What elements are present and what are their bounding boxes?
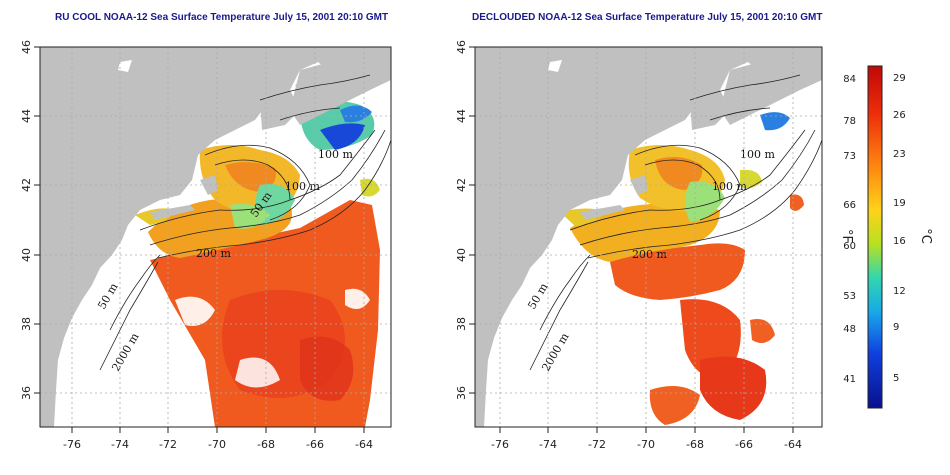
right-sst-warm-region — [610, 243, 745, 300]
right-y-tick-label: 40 — [455, 248, 468, 262]
colorbar-fahrenheit-tick: 73 — [843, 151, 856, 162]
colorbar-celsius-tick: 29 — [893, 73, 906, 84]
left-x-tick-label: -64 — [355, 438, 373, 451]
colorbar-celsius-tick: 12 — [893, 286, 906, 297]
colorbar-fahrenheit-tick: 48 — [843, 324, 856, 335]
right-contour-label: 100 m — [740, 148, 775, 161]
right-y-tick-label: 46 — [455, 40, 468, 54]
right-x-tick-label: -70 — [637, 438, 655, 451]
right-y-tick-label: 36 — [455, 386, 468, 400]
left-contour-label: 100 m — [318, 148, 353, 161]
colorbar-fahrenheit-tick: 66 — [843, 200, 856, 211]
left-x-tick-label: -76 — [63, 438, 81, 451]
colorbar: 84 78 73 66 60 53 48 41 29 26 23 19 16 1… — [839, 65, 933, 409]
left-x-tick-label: -66 — [306, 438, 324, 451]
colorbar-celsius-tick: 5 — [893, 373, 899, 384]
left-contour-label: 200 m — [196, 247, 231, 260]
colorbar-celsius-tick: 23 — [893, 149, 906, 160]
colorbar-fahrenheit-tick: 78 — [843, 116, 856, 127]
left-land-mass — [40, 47, 391, 427]
colorbar-fahrenheit-unit: °F — [839, 229, 854, 243]
right-x-tick-label: -72 — [588, 438, 606, 451]
right-x-tick-label: -66 — [735, 438, 753, 451]
colorbar-fahrenheit-tick: 41 — [843, 374, 856, 385]
right-map-title: DECLOUDED NOAA-12 Sea Surface Temperatur… — [472, 12, 823, 23]
colorbar-fahrenheit-tick: 60 — [843, 241, 856, 252]
left-y-tick-label: 44 — [20, 109, 33, 123]
right-sst-cold-region — [760, 112, 790, 131]
colorbar-celsius-tick: 26 — [893, 110, 906, 121]
left-map-title: RU COOL NOAA-12 Sea Surface Temperature … — [55, 12, 389, 23]
left-y-tick-label: 36 — [20, 386, 33, 400]
colorbar-celsius-tick: 9 — [893, 322, 899, 333]
left-x-tick-label: -68 — [257, 438, 275, 451]
left-map-frame — [39, 46, 392, 428]
right-x-tick-label: -68 — [686, 438, 704, 451]
left-contour-label: 100 m — [285, 180, 320, 193]
left-y-tick-label: 40 — [20, 248, 33, 262]
left-x-tick-label: -74 — [111, 438, 129, 451]
colorbar-gradient — [867, 65, 883, 409]
right-y-tick-label: 42 — [455, 178, 468, 192]
right-land-mass — [475, 47, 822, 427]
right-x-tick-label: -74 — [539, 438, 557, 451]
colorbar-fahrenheit-tick: 53 — [843, 291, 856, 302]
right-y-tick-label: 44 — [455, 109, 468, 123]
colorbar-fahrenheit-tick: 84 — [843, 74, 856, 85]
right-y-tick-label: 38 — [455, 317, 468, 331]
right-map-frame — [474, 46, 823, 428]
colorbar-celsius-unit: °C — [918, 228, 933, 244]
right-x-tick-label: -76 — [491, 438, 509, 451]
right-map-panel: 100 m 100 m 200 m 50 m 2000 m — [455, 40, 823, 451]
right-contour-label: 200 m — [632, 248, 667, 261]
left-x-tick-label: -72 — [159, 438, 177, 451]
right-contour-label: 100 m — [712, 180, 747, 193]
left-y-tick-label: 42 — [20, 178, 33, 192]
right-x-tick-label: -64 — [784, 438, 802, 451]
left-x-tick-label: -70 — [208, 438, 226, 451]
left-sst-cold-region — [320, 123, 365, 150]
colorbar-celsius-tick: 19 — [893, 198, 906, 209]
colorbar-celsius-tick: 16 — [893, 236, 906, 247]
left-y-tick-label: 38 — [20, 317, 33, 331]
left-y-tick-label: 46 — [20, 40, 33, 54]
left-map-panel: 100 m 100 m 50 m 200 m 50 m 2000 m — [20, 40, 392, 451]
